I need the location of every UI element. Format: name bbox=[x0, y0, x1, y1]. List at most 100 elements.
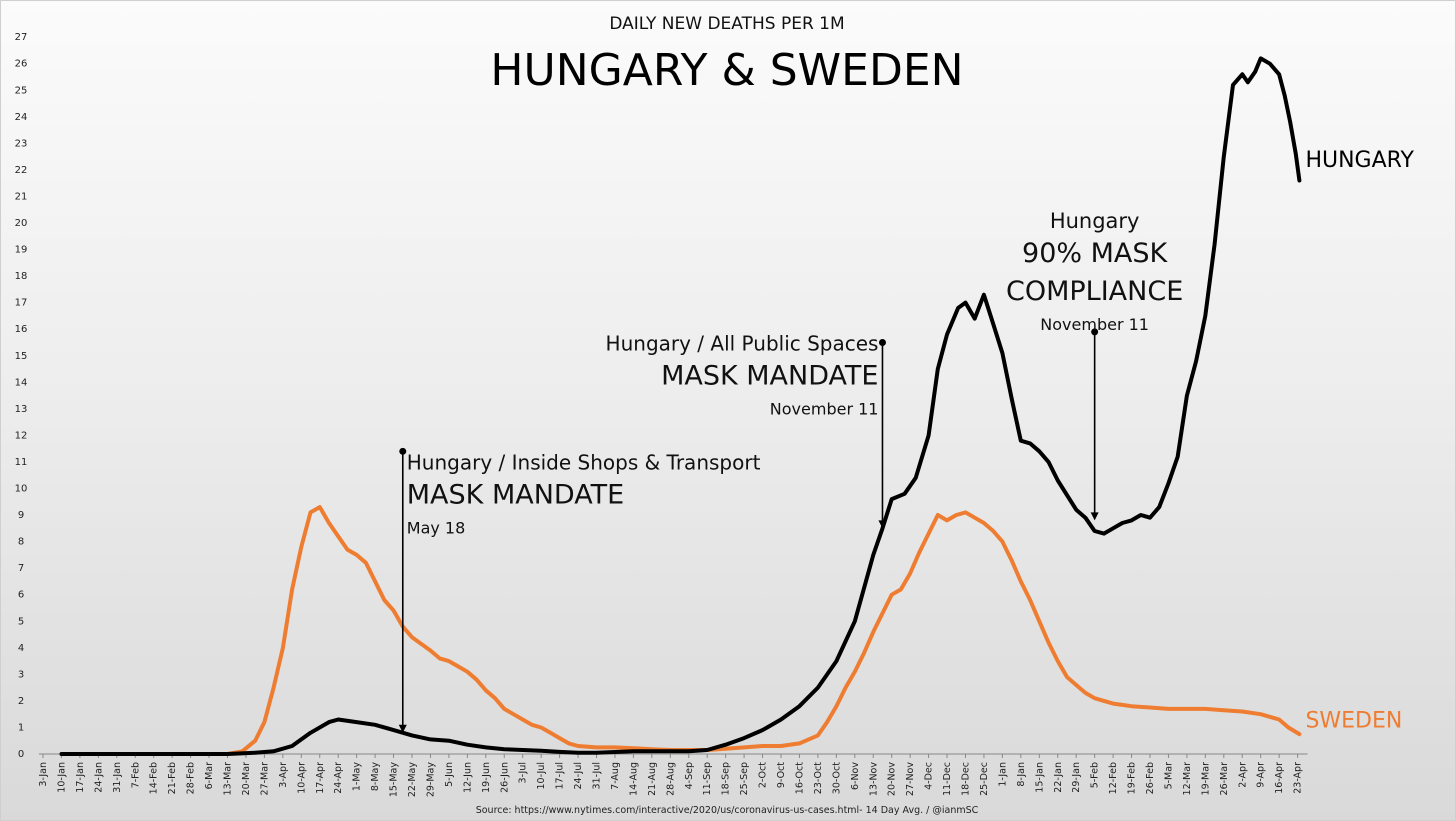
x-axis: 3-Jan 10-Jan 17-Jan 24-Jan 31-Jan 7-Feb 14-Feb… bbox=[38, 753, 1308, 798]
annotation-arrowhead bbox=[1090, 512, 1099, 521]
y-tick-label: 2 bbox=[18, 696, 24, 707]
x-tick-label: 20-Nov bbox=[887, 762, 898, 796]
annotation-0: Hungary / Inside Shops & Transport MASK M… bbox=[398, 447, 761, 733]
x-tick-label: 7-Feb bbox=[130, 762, 141, 788]
x-tick-label: 11-Dec bbox=[942, 762, 953, 796]
y-tick-label: 26 bbox=[15, 59, 28, 70]
y-tick-label: 25 bbox=[15, 85, 28, 96]
y-tick-label: 9 bbox=[18, 510, 24, 521]
x-tick-label: 31-Jan bbox=[112, 762, 123, 793]
y-tick-label: 0 bbox=[18, 749, 24, 760]
y-axis: 0123456789101112131415161718192021222324… bbox=[15, 32, 28, 760]
series-label-hungary: HUNGARY bbox=[1305, 148, 1414, 173]
x-tick-label: 19-Feb bbox=[1127, 762, 1138, 794]
x-tick-label: 9-Oct bbox=[776, 762, 787, 788]
x-tick-label: 18-Sep bbox=[721, 762, 732, 795]
x-tick-label: 10-Apr bbox=[296, 762, 307, 794]
annotation-1: Hungary / All Public Spaces MASK MANDATE N… bbox=[606, 331, 887, 529]
annotation-text: November 11 bbox=[1040, 315, 1149, 334]
x-tick-label: 27-Mar bbox=[259, 762, 270, 796]
series-label-sweden: SWEDEN bbox=[1305, 708, 1402, 733]
y-tick-label: 17 bbox=[15, 298, 28, 309]
y-tick-label: 8 bbox=[18, 537, 24, 548]
x-tick-label: 13-Mar bbox=[223, 762, 234, 796]
x-tick-label: 15-May bbox=[389, 762, 400, 798]
x-tick-label: 6-Nov bbox=[850, 762, 861, 790]
x-tick-label: 9-Apr bbox=[1256, 762, 1267, 788]
annotation-text: 90% MASK bbox=[1022, 238, 1168, 269]
x-tick-label: 3-Apr bbox=[278, 762, 289, 788]
x-tick-label: 12-Feb bbox=[1108, 762, 1119, 794]
annotation-text: Hungary bbox=[1050, 209, 1140, 233]
y-tick-label: 16 bbox=[15, 324, 28, 335]
x-tick-label: 4-Dec bbox=[924, 762, 935, 790]
x-tick-label: 28-Feb bbox=[186, 762, 197, 794]
x-tick-label: 28-Aug bbox=[665, 762, 676, 796]
y-tick-label: 10 bbox=[15, 484, 28, 495]
y-tick-label: 23 bbox=[15, 138, 28, 149]
y-tick-label: 11 bbox=[15, 457, 28, 468]
x-tick-label: 23-Apr bbox=[1293, 762, 1304, 794]
annotation-text: Hungary / All Public Spaces bbox=[606, 331, 879, 355]
x-tick-label: 27-Nov bbox=[905, 762, 916, 796]
annotation-arrowhead bbox=[878, 520, 887, 529]
x-tick-label: 21-Feb bbox=[167, 762, 178, 794]
series-line-sweden bbox=[59, 505, 1302, 756]
y-tick-label: 15 bbox=[15, 351, 28, 362]
x-tick-label: 7-Aug bbox=[610, 762, 621, 790]
chart-title: HUNGARY & SWEDEN bbox=[490, 45, 963, 96]
annotation-text: COMPLIANCE bbox=[1006, 276, 1183, 307]
x-tick-label: 26-Jun bbox=[499, 762, 510, 793]
x-tick-label: 21-Aug bbox=[647, 762, 658, 796]
annotation-layer: Hungary / Inside Shops & Transport MASK M… bbox=[398, 209, 1183, 733]
annotation-text: May 18 bbox=[407, 518, 466, 537]
x-tick-label: 5-Feb bbox=[1090, 762, 1101, 788]
x-tick-label: 12-Mar bbox=[1182, 762, 1193, 796]
x-tick-label: 3-Jan bbox=[38, 762, 49, 787]
y-tick-label: 3 bbox=[18, 669, 24, 680]
y-tick-label: 22 bbox=[15, 165, 28, 176]
x-tick-label: 29-May bbox=[425, 762, 436, 798]
x-tick-label: 12-Jun bbox=[462, 762, 473, 793]
y-tick-label: 1 bbox=[18, 722, 24, 733]
x-tick-label: 22-Jan bbox=[1053, 762, 1064, 793]
y-tick-label: 21 bbox=[15, 191, 28, 202]
x-tick-label: 18-Dec bbox=[961, 762, 972, 796]
x-tick-label: 8-May bbox=[370, 762, 381, 791]
annotation-2: Hungary 90% MASK COMPLIANCE November 11 bbox=[1006, 209, 1183, 521]
x-tick-label: 23-Oct bbox=[813, 762, 824, 794]
chart-subtitle: DAILY NEW DEATHS PER 1M bbox=[609, 14, 844, 34]
x-tick-label: 2-Oct bbox=[758, 762, 769, 788]
x-tick-label: 25-Sep bbox=[739, 762, 750, 795]
x-tick-label: 3-Jul bbox=[518, 762, 529, 783]
x-tick-label: 8-Jan bbox=[1016, 762, 1027, 787]
x-tick-label: 14-Feb bbox=[149, 762, 160, 794]
x-tick-label: 24-Apr bbox=[333, 762, 344, 794]
y-tick-label: 5 bbox=[18, 616, 24, 627]
annotation-text: Hungary / Inside Shops & Transport bbox=[407, 450, 761, 474]
y-tick-label: 18 bbox=[15, 271, 28, 282]
x-tick-label: 26-Feb bbox=[1145, 762, 1156, 794]
x-tick-label: 13-Nov bbox=[868, 762, 879, 796]
series-layer: HUNGARY SWEDEN bbox=[59, 56, 1415, 756]
y-tick-label: 19 bbox=[15, 245, 28, 256]
annotation-dot bbox=[1091, 328, 1099, 336]
x-tick-label: 1-May bbox=[352, 762, 363, 791]
x-tick-label: 14-Aug bbox=[628, 762, 639, 796]
x-tick-label: 10-Jul bbox=[536, 762, 547, 790]
annotation-dot bbox=[399, 447, 407, 455]
annotation-dot bbox=[878, 338, 886, 346]
x-tick-label: 5-Jun bbox=[444, 762, 455, 787]
x-tick-label: 22-May bbox=[407, 762, 418, 798]
y-tick-label: 24 bbox=[15, 112, 28, 123]
x-tick-label: 30-Oct bbox=[831, 762, 842, 794]
x-tick-label: 20-Mar bbox=[241, 762, 252, 796]
x-tick-label: 29-Jan bbox=[1071, 762, 1082, 793]
x-tick-label: 24-Jul bbox=[573, 762, 584, 790]
y-tick-label: 6 bbox=[18, 590, 24, 601]
x-tick-label: 19-Mar bbox=[1200, 762, 1211, 796]
x-tick-label: 24-Jan bbox=[93, 762, 104, 793]
annotation-text: MASK MANDATE bbox=[407, 479, 624, 510]
x-tick-label: 17-Jan bbox=[75, 762, 86, 793]
